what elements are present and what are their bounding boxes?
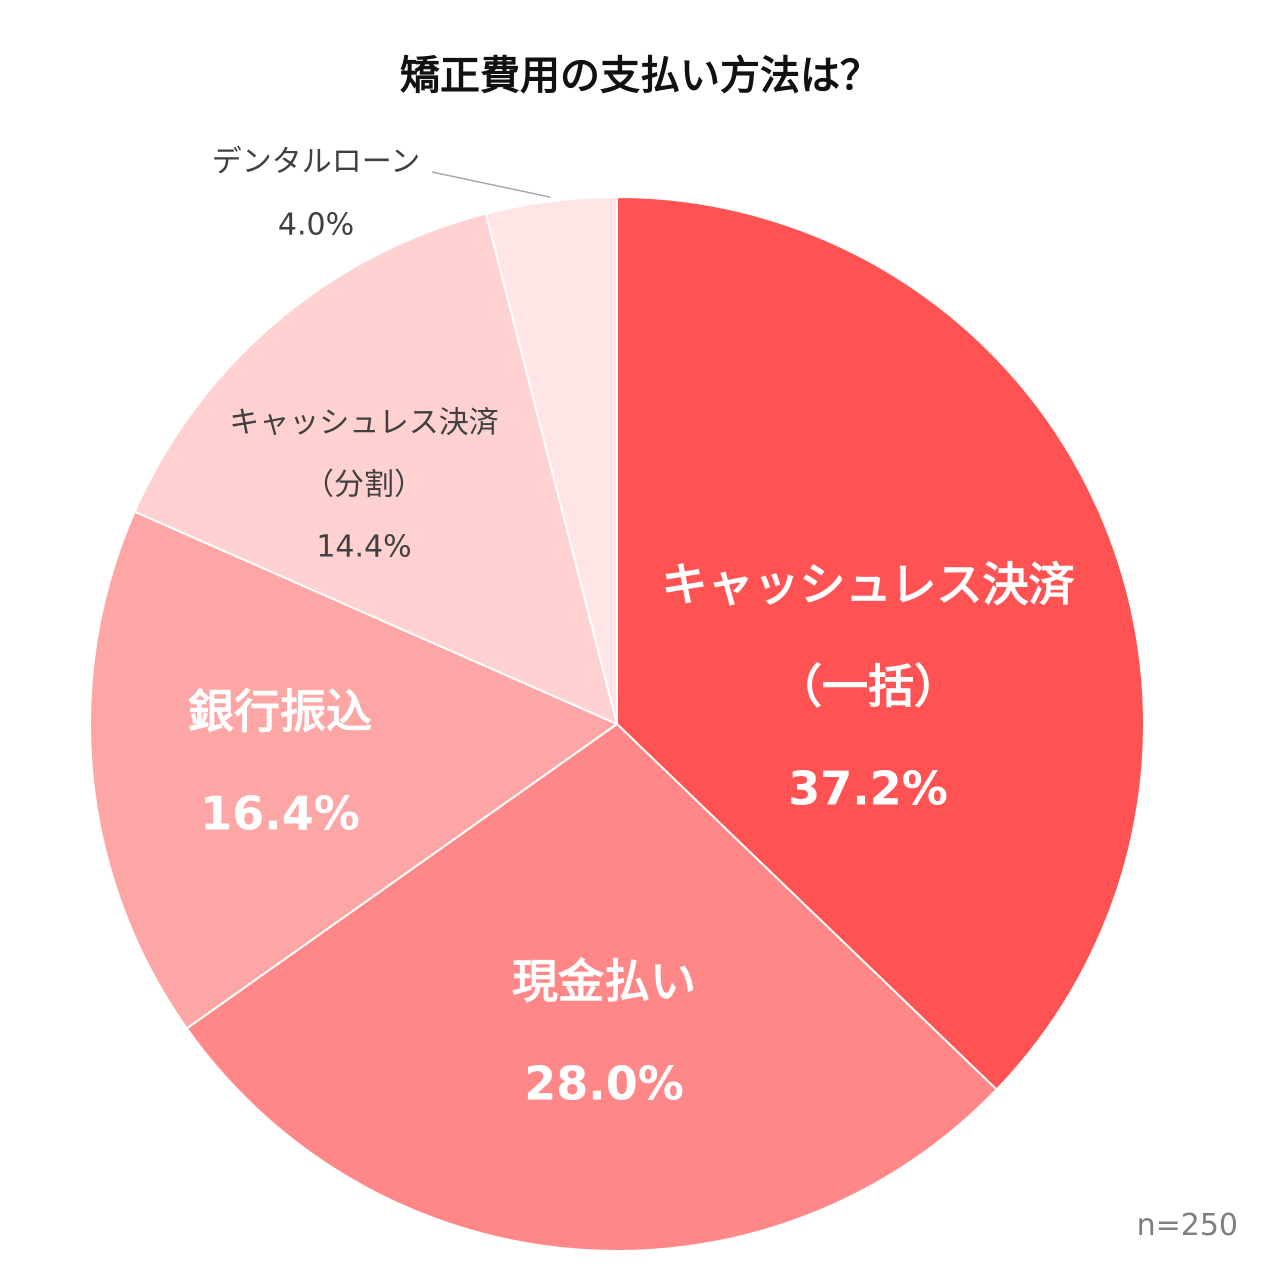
slice-label-3: 銀行振込 16.4% bbox=[188, 685, 372, 841]
slice-value-label: 4.0% bbox=[278, 208, 354, 243]
pie-slice-2 bbox=[185, 722, 999, 1252]
slice-name-label: キャッシュレス決済 bbox=[229, 406, 498, 441]
slice-name-label: デンタルローン bbox=[212, 145, 421, 180]
chart-title: 矯正費用の支払い方法は？ bbox=[400, 53, 880, 99]
pie-slice-1 bbox=[616, 195, 1145, 1091]
slice-name-label: キャッシュレス決済 bbox=[661, 558, 1075, 612]
pie-slice-5 bbox=[484, 195, 618, 725]
slice-name-label: 現金払い bbox=[512, 955, 696, 1009]
sample-size-note: n=250 bbox=[1136, 1208, 1238, 1243]
slice-name-label: 銀行振込 bbox=[188, 685, 372, 739]
slice-label-4: キャッシュレス決済 （分割） 14.4% bbox=[229, 406, 498, 565]
pie-slice-4 bbox=[133, 212, 619, 726]
slice-label-1: キャッシュレス決済 （一括） 37.2% bbox=[661, 558, 1075, 816]
slice-label-5: デンタルローン 4.0% bbox=[212, 145, 421, 243]
slice-value-label: 14.4% bbox=[316, 530, 411, 565]
pie-slice-3 bbox=[89, 510, 620, 1030]
slice-value-label: 28.0% bbox=[524, 1057, 684, 1111]
slice-label-2: 現金払い 28.0% bbox=[512, 955, 696, 1111]
slice-value-label: 16.4% bbox=[200, 787, 360, 841]
slice-name-label: （一括） bbox=[776, 660, 960, 714]
leader-line bbox=[431, 171, 551, 198]
slice-name-label: （分割） bbox=[304, 468, 424, 503]
slice-value-label: 37.2% bbox=[788, 762, 948, 816]
